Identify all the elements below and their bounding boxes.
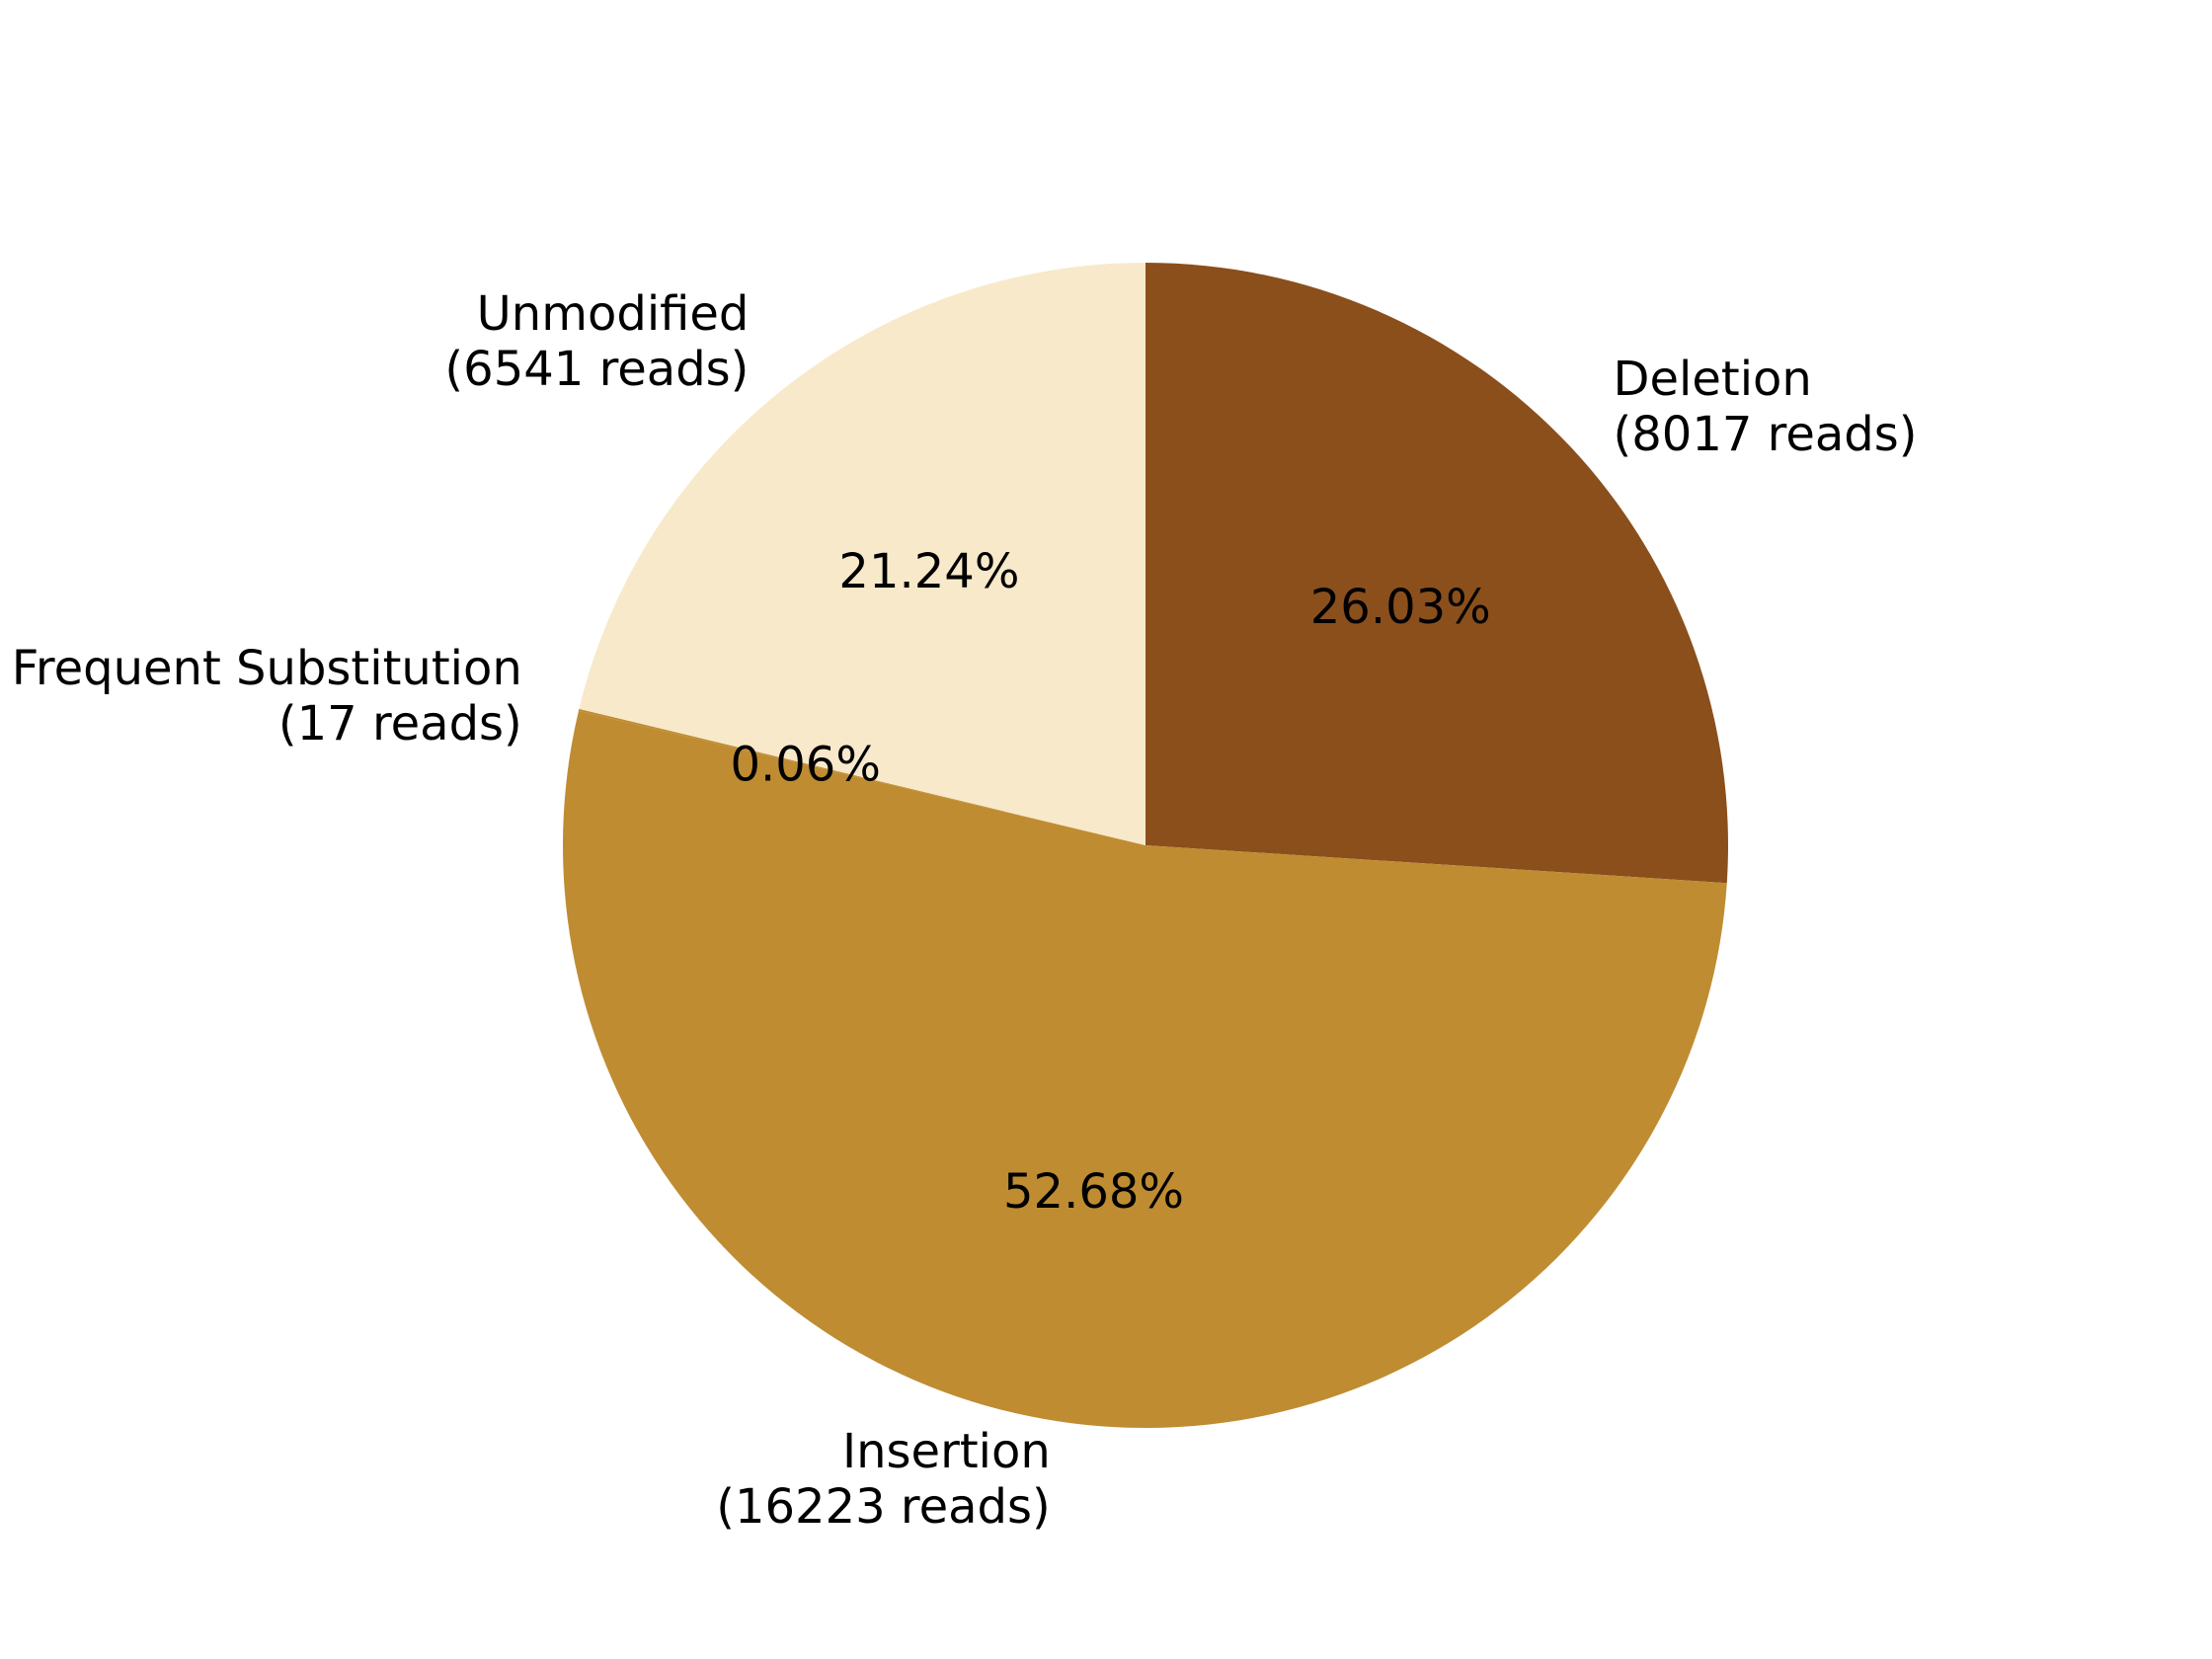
slice-pct-frequent-substitution: 0.06% (730, 738, 880, 793)
pie-slice-insertion (562, 710, 1727, 1429)
slice-label-insertion: Insertion (16223 reads) (716, 1424, 1051, 1535)
slice-label-deletion: Deletion (8017 reads) (1614, 352, 1918, 462)
pie-slice-unmodified (579, 262, 1146, 845)
pie-slice-deletion (1146, 263, 1728, 884)
pie-labels: Deletion (8017 reads) 26.03% Insertion (1622… (12, 286, 1918, 1535)
slice-label-reads: (17 reads) (278, 696, 522, 751)
slice-label-name: Deletion (1614, 352, 1812, 407)
slice-pct-insertion: 52.68% (1003, 1164, 1184, 1220)
slice-label-name: Unmodified (477, 286, 750, 342)
slice-label-reads: (8017 reads) (1614, 407, 1918, 462)
slice-label-name: Insertion (842, 1424, 1051, 1479)
pie-slice-frequent-substitution (578, 708, 1146, 845)
slice-label-unmodified: Unmodified (6541 reads) (444, 286, 749, 397)
slice-pct-unmodified: 21.24% (838, 544, 1019, 599)
pie-slices (562, 262, 1728, 1429)
slice-label-frequent-substitution: Frequent Substitution (17 reads) (12, 641, 522, 751)
slice-pct-deletion: 26.03% (1310, 580, 1491, 635)
slice-label-reads: (16223 reads) (716, 1479, 1051, 1535)
slice-label-name: Frequent Substitution (12, 641, 522, 696)
slice-label-reads: (6541 reads) (444, 342, 749, 397)
